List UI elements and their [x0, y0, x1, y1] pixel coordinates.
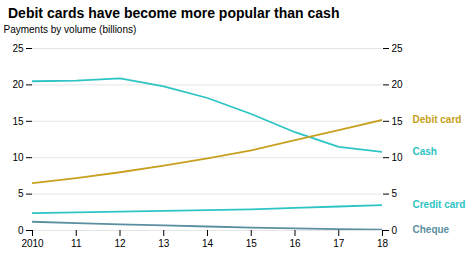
svg-text:Payments by volume (billions): Payments by volume (billions): [4, 24, 137, 35]
svg-text:5: 5: [18, 188, 24, 199]
svg-text:15: 15: [392, 116, 404, 127]
svg-text:20: 20: [392, 79, 404, 90]
svg-text:10: 10: [12, 152, 24, 163]
svg-text:20: 20: [12, 79, 24, 90]
html-text:Debit cards have become more p: Debit cards have become more popular tha…: [8, 5, 340, 21]
svg-text:13: 13: [158, 238, 170, 249]
svg-text:15: 15: [12, 116, 24, 127]
svg-text:14: 14: [202, 238, 214, 249]
svg-text:Cheque: Cheque: [413, 224, 450, 235]
svg-text:25: 25: [12, 43, 24, 54]
svg-text:18: 18: [377, 238, 389, 249]
svg-text:Credit card: Credit card: [413, 199, 466, 210]
svg-text:0: 0: [18, 225, 24, 236]
svg-text:16: 16: [289, 238, 301, 249]
svg-text:11: 11: [71, 238, 82, 249]
svg-text:Cash: Cash: [413, 146, 437, 157]
svg-text:2010: 2010: [21, 238, 44, 249]
svg-text:0: 0: [392, 225, 398, 236]
svg-text:Debit card: Debit card: [413, 114, 462, 125]
svg-text:10: 10: [392, 152, 404, 163]
svg-text:12: 12: [114, 238, 126, 249]
svg-text:5: 5: [392, 188, 398, 199]
svg-text:15: 15: [246, 238, 258, 249]
svg-text:17: 17: [333, 238, 345, 249]
svg-text:25: 25: [392, 43, 404, 54]
